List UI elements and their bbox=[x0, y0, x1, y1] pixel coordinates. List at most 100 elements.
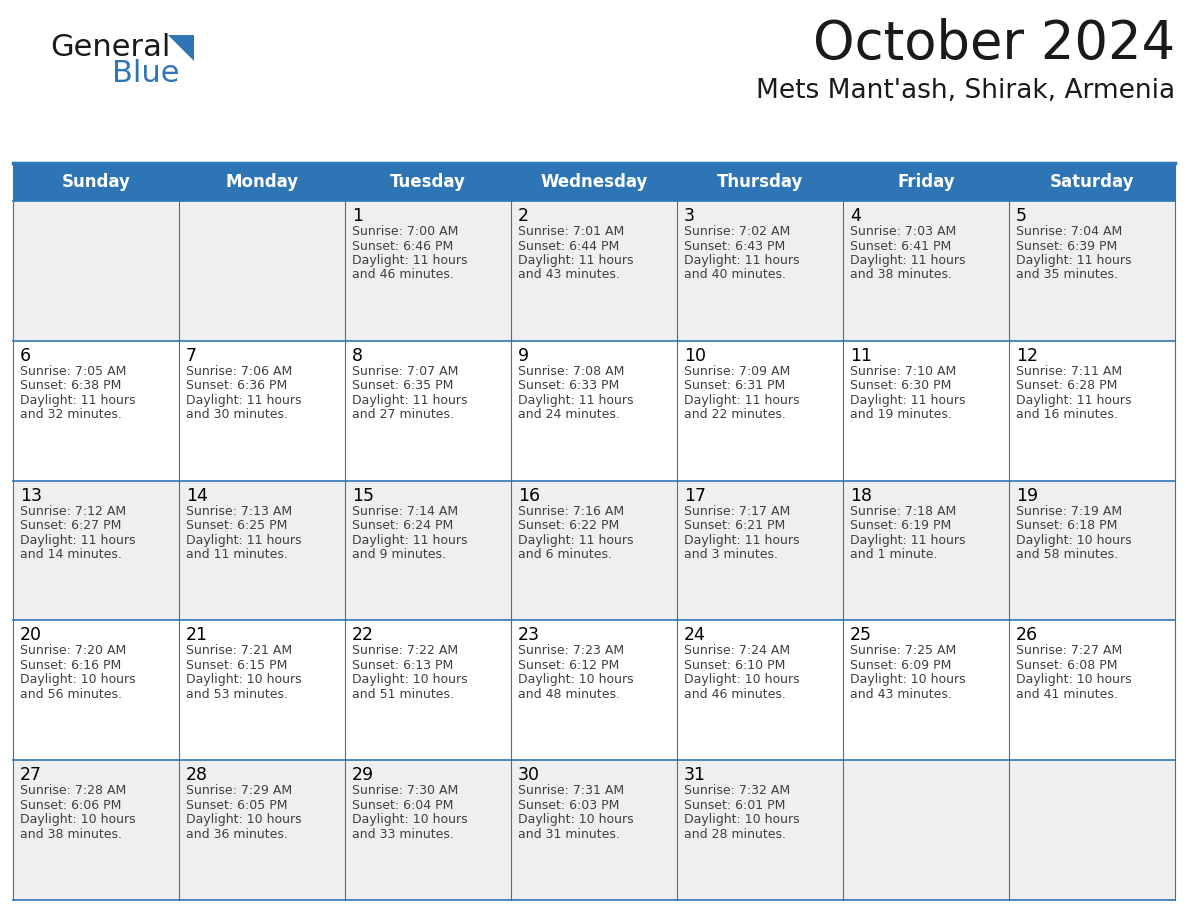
Text: and 9 minutes.: and 9 minutes. bbox=[352, 548, 446, 561]
Text: Sunrise: 7:19 AM: Sunrise: 7:19 AM bbox=[1016, 505, 1123, 518]
Text: 26: 26 bbox=[1016, 626, 1038, 644]
Text: Daylight: 11 hours: Daylight: 11 hours bbox=[849, 394, 966, 407]
Text: Daylight: 11 hours: Daylight: 11 hours bbox=[849, 533, 966, 546]
Text: and 28 minutes.: and 28 minutes. bbox=[684, 828, 786, 841]
Text: Sunday: Sunday bbox=[62, 173, 131, 191]
Text: Tuesday: Tuesday bbox=[390, 173, 466, 191]
Text: and 3 minutes.: and 3 minutes. bbox=[684, 548, 778, 561]
Text: Daylight: 11 hours: Daylight: 11 hours bbox=[518, 394, 633, 407]
Text: and 14 minutes.: and 14 minutes. bbox=[20, 548, 122, 561]
Text: Daylight: 11 hours: Daylight: 11 hours bbox=[352, 394, 468, 407]
Text: 23: 23 bbox=[518, 626, 541, 644]
Text: 16: 16 bbox=[518, 487, 541, 505]
Text: Sunrise: 7:12 AM: Sunrise: 7:12 AM bbox=[20, 505, 126, 518]
Text: 6: 6 bbox=[20, 347, 31, 364]
Text: Sunset: 6:09 PM: Sunset: 6:09 PM bbox=[849, 659, 952, 672]
Bar bbox=[13, 201, 1175, 341]
Text: and 31 minutes.: and 31 minutes. bbox=[518, 828, 620, 841]
Bar bbox=[13, 760, 1175, 900]
Text: Daylight: 10 hours: Daylight: 10 hours bbox=[849, 674, 966, 687]
Text: Sunrise: 7:09 AM: Sunrise: 7:09 AM bbox=[684, 364, 790, 378]
Text: 8: 8 bbox=[352, 347, 364, 364]
Text: Sunrise: 7:27 AM: Sunrise: 7:27 AM bbox=[1016, 644, 1123, 657]
Text: Sunrise: 7:11 AM: Sunrise: 7:11 AM bbox=[1016, 364, 1123, 378]
Text: Sunrise: 7:20 AM: Sunrise: 7:20 AM bbox=[20, 644, 126, 657]
Text: Sunset: 6:38 PM: Sunset: 6:38 PM bbox=[20, 379, 121, 392]
Text: Sunset: 6:15 PM: Sunset: 6:15 PM bbox=[187, 659, 287, 672]
Bar bbox=[13, 163, 1175, 201]
Text: 15: 15 bbox=[352, 487, 374, 505]
Text: Sunrise: 7:21 AM: Sunrise: 7:21 AM bbox=[187, 644, 292, 657]
Text: and 22 minutes.: and 22 minutes. bbox=[684, 409, 786, 421]
Text: and 24 minutes.: and 24 minutes. bbox=[518, 409, 620, 421]
Text: Daylight: 11 hours: Daylight: 11 hours bbox=[187, 394, 302, 407]
Text: Saturday: Saturday bbox=[1050, 173, 1135, 191]
Text: Sunrise: 7:23 AM: Sunrise: 7:23 AM bbox=[518, 644, 624, 657]
Text: 14: 14 bbox=[187, 487, 208, 505]
Text: and 27 minutes.: and 27 minutes. bbox=[352, 409, 454, 421]
Text: and 32 minutes.: and 32 minutes. bbox=[20, 409, 122, 421]
Text: Sunrise: 7:03 AM: Sunrise: 7:03 AM bbox=[849, 225, 956, 238]
Text: Sunset: 6:39 PM: Sunset: 6:39 PM bbox=[1016, 240, 1117, 252]
Text: Daylight: 11 hours: Daylight: 11 hours bbox=[684, 254, 800, 267]
Text: Sunset: 6:03 PM: Sunset: 6:03 PM bbox=[518, 799, 619, 812]
Text: and 46 minutes.: and 46 minutes. bbox=[352, 268, 454, 282]
Text: Sunrise: 7:14 AM: Sunrise: 7:14 AM bbox=[352, 505, 459, 518]
Text: Sunset: 6:35 PM: Sunset: 6:35 PM bbox=[352, 379, 454, 392]
Text: Sunset: 6:22 PM: Sunset: 6:22 PM bbox=[518, 519, 619, 532]
Text: and 41 minutes.: and 41 minutes. bbox=[1016, 688, 1118, 701]
Text: Sunset: 6:30 PM: Sunset: 6:30 PM bbox=[849, 379, 952, 392]
Text: Daylight: 10 hours: Daylight: 10 hours bbox=[20, 674, 135, 687]
Text: Sunrise: 7:13 AM: Sunrise: 7:13 AM bbox=[187, 505, 292, 518]
Text: Daylight: 11 hours: Daylight: 11 hours bbox=[684, 394, 800, 407]
Text: and 38 minutes.: and 38 minutes. bbox=[849, 268, 952, 282]
Bar bbox=[13, 621, 1175, 760]
Text: Sunrise: 7:29 AM: Sunrise: 7:29 AM bbox=[187, 784, 292, 797]
Text: Sunset: 6:44 PM: Sunset: 6:44 PM bbox=[518, 240, 619, 252]
Text: and 46 minutes.: and 46 minutes. bbox=[684, 688, 786, 701]
Text: Daylight: 11 hours: Daylight: 11 hours bbox=[518, 254, 633, 267]
Text: 17: 17 bbox=[684, 487, 706, 505]
Text: Sunrise: 7:32 AM: Sunrise: 7:32 AM bbox=[684, 784, 790, 797]
Text: 1: 1 bbox=[352, 207, 364, 225]
Text: and 51 minutes.: and 51 minutes. bbox=[352, 688, 454, 701]
Text: Sunset: 6:13 PM: Sunset: 6:13 PM bbox=[352, 659, 454, 672]
Text: Daylight: 11 hours: Daylight: 11 hours bbox=[518, 533, 633, 546]
Text: Sunset: 6:08 PM: Sunset: 6:08 PM bbox=[1016, 659, 1118, 672]
Bar bbox=[13, 481, 1175, 621]
Text: Sunset: 6:19 PM: Sunset: 6:19 PM bbox=[849, 519, 952, 532]
Text: Sunset: 6:10 PM: Sunset: 6:10 PM bbox=[684, 659, 785, 672]
Text: 19: 19 bbox=[1016, 487, 1038, 505]
Text: and 43 minutes.: and 43 minutes. bbox=[518, 268, 620, 282]
Text: Sunrise: 7:07 AM: Sunrise: 7:07 AM bbox=[352, 364, 459, 378]
Text: General: General bbox=[50, 33, 170, 62]
Text: Sunrise: 7:16 AM: Sunrise: 7:16 AM bbox=[518, 505, 624, 518]
Text: Sunrise: 7:22 AM: Sunrise: 7:22 AM bbox=[352, 644, 459, 657]
Text: Sunset: 6:12 PM: Sunset: 6:12 PM bbox=[518, 659, 619, 672]
Text: and 11 minutes.: and 11 minutes. bbox=[187, 548, 287, 561]
Text: Sunset: 6:28 PM: Sunset: 6:28 PM bbox=[1016, 379, 1118, 392]
Text: 29: 29 bbox=[352, 767, 374, 784]
Text: Sunrise: 7:06 AM: Sunrise: 7:06 AM bbox=[187, 364, 292, 378]
Text: Friday: Friday bbox=[897, 173, 955, 191]
Text: 21: 21 bbox=[187, 626, 208, 644]
Text: 9: 9 bbox=[518, 347, 529, 364]
Text: October 2024: October 2024 bbox=[813, 18, 1175, 70]
Text: Daylight: 11 hours: Daylight: 11 hours bbox=[187, 533, 302, 546]
Text: Sunset: 6:31 PM: Sunset: 6:31 PM bbox=[684, 379, 785, 392]
Text: and 40 minutes.: and 40 minutes. bbox=[684, 268, 786, 282]
Text: and 56 minutes.: and 56 minutes. bbox=[20, 688, 122, 701]
Text: and 53 minutes.: and 53 minutes. bbox=[187, 688, 287, 701]
Text: Sunrise: 7:00 AM: Sunrise: 7:00 AM bbox=[352, 225, 459, 238]
Text: and 48 minutes.: and 48 minutes. bbox=[518, 688, 620, 701]
Text: Daylight: 11 hours: Daylight: 11 hours bbox=[20, 394, 135, 407]
Text: Monday: Monday bbox=[226, 173, 298, 191]
Text: Sunset: 6:18 PM: Sunset: 6:18 PM bbox=[1016, 519, 1118, 532]
Text: Daylight: 11 hours: Daylight: 11 hours bbox=[352, 254, 468, 267]
Text: Daylight: 10 hours: Daylight: 10 hours bbox=[1016, 533, 1132, 546]
Text: Sunset: 6:06 PM: Sunset: 6:06 PM bbox=[20, 799, 121, 812]
Text: Sunrise: 7:28 AM: Sunrise: 7:28 AM bbox=[20, 784, 126, 797]
Text: Sunrise: 7:30 AM: Sunrise: 7:30 AM bbox=[352, 784, 459, 797]
Text: Daylight: 10 hours: Daylight: 10 hours bbox=[1016, 674, 1132, 687]
Text: 11: 11 bbox=[849, 347, 872, 364]
